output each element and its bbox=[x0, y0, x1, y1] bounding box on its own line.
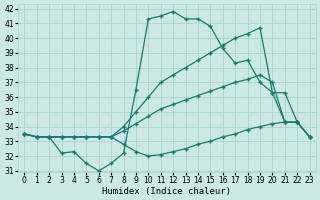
X-axis label: Humidex (Indice chaleur): Humidex (Indice chaleur) bbox=[102, 187, 231, 196]
